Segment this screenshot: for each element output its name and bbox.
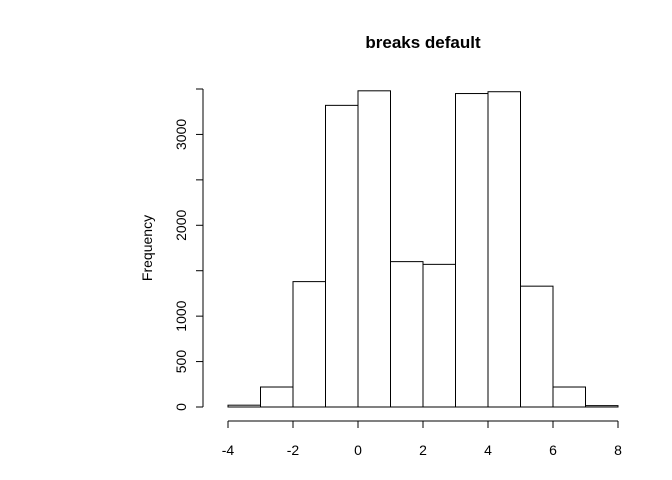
x-tick-label: -2	[287, 442, 300, 458]
y-tick-label: 3000	[173, 119, 189, 150]
histogram-bars	[227, 90, 619, 408]
histogram-bar	[325, 104, 359, 408]
y-axis-label: Frequency	[139, 215, 155, 281]
y-axis: 0 500 1000 2000 3000	[173, 88, 204, 411]
histogram-bar	[357, 90, 391, 408]
y-tick-label: 500	[173, 350, 189, 374]
x-tick-label: 4	[484, 442, 492, 458]
histogram-bar	[422, 263, 456, 408]
histogram-bar	[520, 285, 554, 408]
y-tick-label: 0	[173, 403, 189, 411]
histogram-bar	[552, 386, 586, 408]
x-tick-label: 8	[614, 442, 622, 458]
y-tick-label: 2000	[173, 210, 189, 241]
chart-title: breaks default	[365, 33, 481, 52]
histogram-bar	[390, 261, 424, 408]
x-tick-label: 2	[419, 442, 427, 458]
histogram-bar	[487, 91, 521, 408]
x-tick-label: 0	[354, 442, 362, 458]
x-tick-label: 6	[549, 442, 557, 458]
histogram-bar	[227, 404, 261, 408]
histogram-bar	[585, 405, 619, 408]
y-tick-label: 1000	[173, 300, 189, 331]
histogram-bar	[260, 386, 294, 408]
histogram-bar	[455, 93, 489, 408]
x-tick-label: -4	[222, 442, 235, 458]
histogram-bar	[292, 281, 326, 408]
x-axis: -4 -2 0 2 4 6 8	[222, 420, 622, 458]
